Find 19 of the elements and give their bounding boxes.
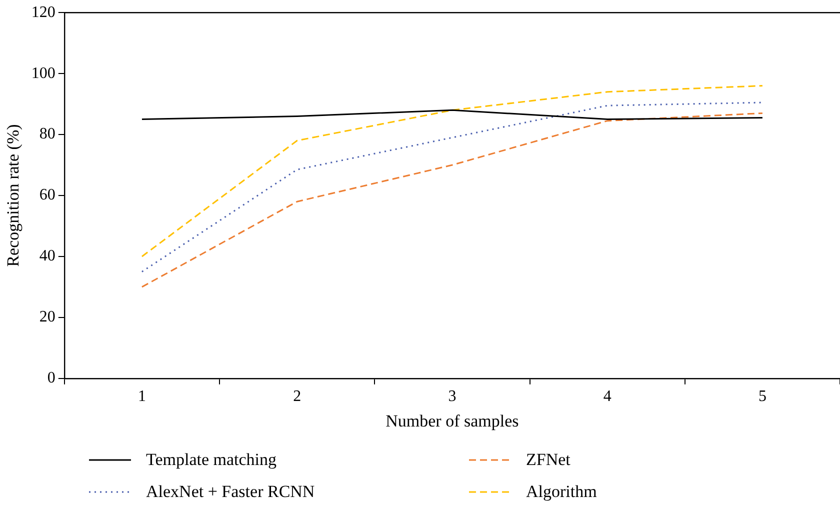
x-axis-title: Number of samples (386, 411, 519, 430)
y-tick-label: 100 (31, 64, 56, 82)
x-tick-label: 3 (448, 388, 456, 406)
x-tick-label: 1 (138, 388, 146, 406)
y-tick-label: 120 (31, 4, 56, 21)
y-axis-title: Recognition rate (%) (4, 124, 23, 267)
y-tick-label: 80 (39, 126, 56, 143)
x-tick-label: 4 (603, 388, 612, 406)
legend-label: AlexNet + Faster RCNN (146, 482, 315, 502)
x-tick-label: 5 (758, 388, 766, 406)
legend-label: ZFNet (526, 450, 570, 470)
y-tick-label: 40 (39, 248, 56, 265)
legend-label: Algorithm (526, 482, 597, 502)
legend-label: Template matching (146, 450, 277, 470)
x-tick-label: 2 (293, 388, 302, 406)
y-tick-label: 0 (47, 370, 56, 387)
y-tick-label: 60 (39, 186, 56, 204)
line-series (141, 85, 764, 258)
y-tick-label: 20 (39, 308, 56, 326)
